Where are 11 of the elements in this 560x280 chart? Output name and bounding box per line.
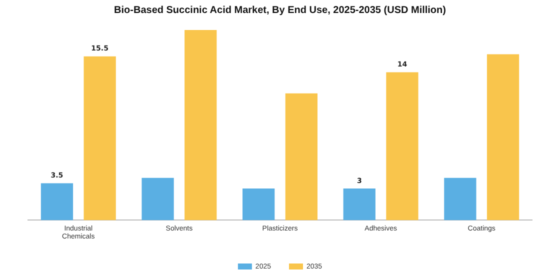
bar: [343, 188, 376, 220]
bar: [386, 72, 418, 220]
bar: [142, 178, 174, 220]
bar: [242, 188, 275, 220]
bar: [285, 93, 318, 220]
bar: [486, 54, 520, 220]
chart-title: Bio-Based Succinic Acid Market, By End Use, 2025-2035 (USD Million): [114, 4, 446, 16]
bar: [444, 178, 476, 220]
bar: [84, 56, 116, 220]
bar: [40, 183, 74, 220]
bar: [184, 30, 217, 220]
